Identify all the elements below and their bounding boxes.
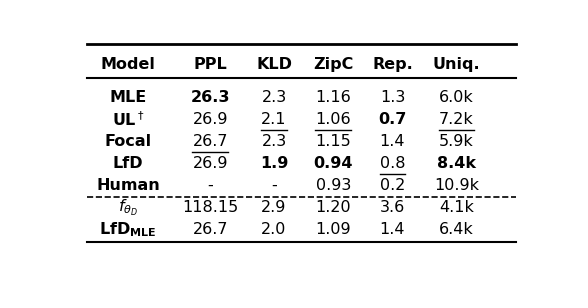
Text: 118.15: 118.15 bbox=[182, 200, 238, 215]
Text: 1.20: 1.20 bbox=[315, 200, 351, 215]
Text: 5.9k: 5.9k bbox=[439, 134, 474, 149]
Text: 6.0k: 6.0k bbox=[439, 90, 474, 105]
Text: LfD: LfD bbox=[113, 156, 143, 171]
Text: 0.94: 0.94 bbox=[313, 156, 353, 171]
Text: -: - bbox=[208, 178, 213, 193]
Text: 4.1k: 4.1k bbox=[439, 200, 474, 215]
Text: 1.4: 1.4 bbox=[380, 222, 405, 237]
Text: Focal: Focal bbox=[105, 134, 152, 149]
Text: 2.0: 2.0 bbox=[261, 222, 287, 237]
Text: KLD: KLD bbox=[256, 57, 292, 72]
Text: 1.3: 1.3 bbox=[380, 90, 405, 105]
Text: 2.3: 2.3 bbox=[262, 90, 286, 105]
Text: 26.7: 26.7 bbox=[192, 134, 228, 149]
Text: 26.9: 26.9 bbox=[192, 112, 228, 127]
Text: PPL: PPL bbox=[193, 57, 227, 72]
Text: 6.4k: 6.4k bbox=[439, 222, 474, 237]
Text: 2.1: 2.1 bbox=[261, 112, 287, 127]
Text: 0.93: 0.93 bbox=[316, 178, 351, 193]
Text: 0.7: 0.7 bbox=[378, 112, 407, 127]
Text: 26.9: 26.9 bbox=[192, 156, 228, 171]
Text: 26.3: 26.3 bbox=[191, 90, 230, 105]
Text: $f_{\theta_D}$: $f_{\theta_D}$ bbox=[118, 197, 138, 218]
Text: 7.2k: 7.2k bbox=[439, 112, 474, 127]
Text: MLE: MLE bbox=[109, 90, 147, 105]
Text: 10.9k: 10.9k bbox=[434, 178, 479, 193]
Text: 26.7: 26.7 bbox=[192, 222, 228, 237]
Text: -: - bbox=[271, 178, 277, 193]
Text: 1.15: 1.15 bbox=[315, 134, 351, 149]
Text: Human: Human bbox=[96, 178, 160, 193]
Text: $\mathbf{UL}^\dagger$: $\mathbf{UL}^\dagger$ bbox=[112, 110, 145, 129]
Text: 3.6: 3.6 bbox=[380, 200, 405, 215]
Text: 1.16: 1.16 bbox=[315, 90, 351, 105]
Text: Uniq.: Uniq. bbox=[433, 57, 480, 72]
Text: 1.09: 1.09 bbox=[315, 222, 351, 237]
Text: 1.06: 1.06 bbox=[315, 112, 351, 127]
Text: Model: Model bbox=[101, 57, 156, 72]
Text: $\mathbf{LfD}_{\mathbf{MLE}}$: $\mathbf{LfD}_{\mathbf{MLE}}$ bbox=[99, 221, 157, 239]
Text: Rep.: Rep. bbox=[372, 57, 413, 72]
Text: 8.4k: 8.4k bbox=[437, 156, 476, 171]
Text: ZipC: ZipC bbox=[313, 57, 353, 72]
Text: 1.9: 1.9 bbox=[260, 156, 288, 171]
Text: 2.9: 2.9 bbox=[261, 200, 287, 215]
Text: 0.2: 0.2 bbox=[380, 178, 405, 193]
Text: 0.8: 0.8 bbox=[380, 156, 405, 171]
Text: 1.4: 1.4 bbox=[380, 134, 405, 149]
Text: 2.3: 2.3 bbox=[262, 134, 286, 149]
